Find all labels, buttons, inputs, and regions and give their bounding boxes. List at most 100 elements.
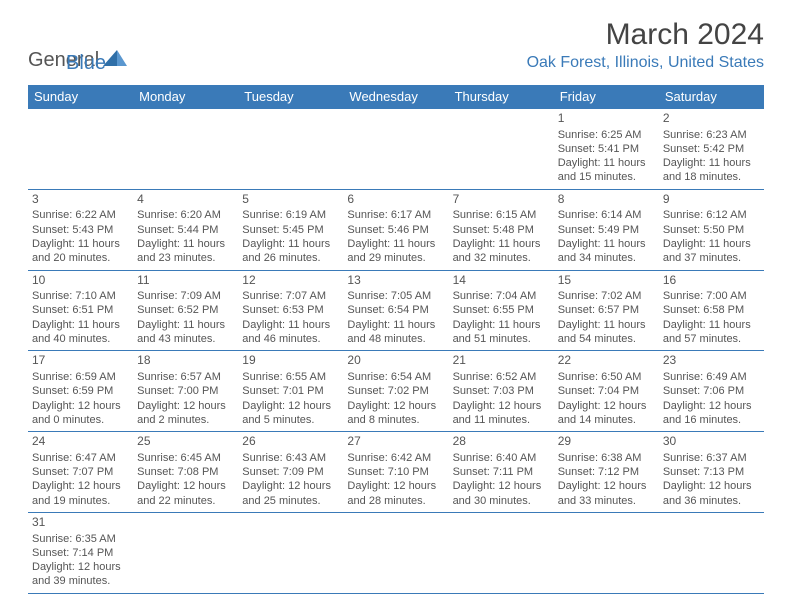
sunset-line: Sunset: 6:58 PM <box>663 303 760 317</box>
sunset-line: Sunset: 7:07 PM <box>32 465 129 479</box>
day-number: 22 <box>558 353 655 369</box>
calendar-table: SundayMondayTuesdayWednesdayThursdayFrid… <box>28 85 764 594</box>
daylight-line: Daylight: 11 hours <box>663 318 760 332</box>
weekday-header: Sunday <box>28 85 133 109</box>
daylight-line: Daylight: 11 hours <box>137 318 234 332</box>
sunset-line: Sunset: 5:50 PM <box>663 223 760 237</box>
sunset-line: Sunset: 6:57 PM <box>558 303 655 317</box>
day-number: 8 <box>558 192 655 208</box>
day-number: 11 <box>137 273 234 289</box>
sunset-line: Sunset: 6:59 PM <box>32 384 129 398</box>
sunset-line: Sunset: 7:12 PM <box>558 465 655 479</box>
day-number: 23 <box>663 353 760 369</box>
daylight-line: Daylight: 11 hours <box>347 318 444 332</box>
calendar-row: 1Sunrise: 6:25 AMSunset: 5:41 PMDaylight… <box>28 109 764 190</box>
day-number: 19 <box>242 353 339 369</box>
calendar-cell: 18Sunrise: 6:57 AMSunset: 7:00 PMDayligh… <box>133 351 238 432</box>
daylight-line: Daylight: 11 hours <box>558 318 655 332</box>
daylight-line: and 0 minutes. <box>32 413 129 427</box>
daylight-line: and 43 minutes. <box>137 332 234 346</box>
day-number: 5 <box>242 192 339 208</box>
daylight-line: Daylight: 11 hours <box>663 237 760 251</box>
sunrise-line: Sunrise: 6:17 AM <box>347 208 444 222</box>
calendar-row: 10Sunrise: 7:10 AMSunset: 6:51 PMDayligh… <box>28 270 764 351</box>
day-number: 14 <box>453 273 550 289</box>
daylight-line: Daylight: 12 hours <box>32 479 129 493</box>
calendar-cell <box>28 109 133 190</box>
sunset-line: Sunset: 7:03 PM <box>453 384 550 398</box>
day-number: 25 <box>137 434 234 450</box>
daylight-line: and 19 minutes. <box>32 494 129 508</box>
sunset-line: Sunset: 7:10 PM <box>347 465 444 479</box>
sunrise-line: Sunrise: 7:09 AM <box>137 289 234 303</box>
day-number: 13 <box>347 273 444 289</box>
calendar-cell: 29Sunrise: 6:38 AMSunset: 7:12 PMDayligh… <box>554 432 659 513</box>
sunrise-line: Sunrise: 6:20 AM <box>137 208 234 222</box>
calendar-row: 24Sunrise: 6:47 AMSunset: 7:07 PMDayligh… <box>28 432 764 513</box>
sunset-line: Sunset: 6:52 PM <box>137 303 234 317</box>
day-number: 24 <box>32 434 129 450</box>
weekday-header-row: SundayMondayTuesdayWednesdayThursdayFrid… <box>28 85 764 109</box>
daylight-line: Daylight: 11 hours <box>558 156 655 170</box>
day-number: 9 <box>663 192 760 208</box>
sunset-line: Sunset: 6:55 PM <box>453 303 550 317</box>
daylight-line: and 54 minutes. <box>558 332 655 346</box>
sunset-line: Sunset: 5:42 PM <box>663 142 760 156</box>
calendar-cell: 19Sunrise: 6:55 AMSunset: 7:01 PMDayligh… <box>238 351 343 432</box>
daylight-line: and 34 minutes. <box>558 251 655 265</box>
daylight-line: and 2 minutes. <box>137 413 234 427</box>
weekday-header: Thursday <box>449 85 554 109</box>
calendar-cell: 10Sunrise: 7:10 AMSunset: 6:51 PMDayligh… <box>28 270 133 351</box>
day-number: 10 <box>32 273 129 289</box>
daylight-line: Daylight: 12 hours <box>347 479 444 493</box>
calendar-cell <box>343 512 448 593</box>
daylight-line: and 14 minutes. <box>558 413 655 427</box>
day-number: 30 <box>663 434 760 450</box>
sunrise-line: Sunrise: 6:37 AM <box>663 451 760 465</box>
daylight-line: and 46 minutes. <box>242 332 339 346</box>
sunrise-line: Sunrise: 6:49 AM <box>663 370 760 384</box>
calendar-cell: 23Sunrise: 6:49 AMSunset: 7:06 PMDayligh… <box>659 351 764 432</box>
day-number: 6 <box>347 192 444 208</box>
calendar-cell: 3Sunrise: 6:22 AMSunset: 5:43 PMDaylight… <box>28 189 133 270</box>
daylight-line: Daylight: 12 hours <box>558 479 655 493</box>
day-number: 7 <box>453 192 550 208</box>
sunset-line: Sunset: 5:48 PM <box>453 223 550 237</box>
sunset-line: Sunset: 5:41 PM <box>558 142 655 156</box>
daylight-line: and 57 minutes. <box>663 332 760 346</box>
day-number: 20 <box>347 353 444 369</box>
calendar-cell: 5Sunrise: 6:19 AMSunset: 5:45 PMDaylight… <box>238 189 343 270</box>
sunset-line: Sunset: 5:45 PM <box>242 223 339 237</box>
daylight-line: Daylight: 12 hours <box>242 479 339 493</box>
daylight-line: Daylight: 11 hours <box>558 237 655 251</box>
sunset-line: Sunset: 6:51 PM <box>32 303 129 317</box>
calendar-cell: 27Sunrise: 6:42 AMSunset: 7:10 PMDayligh… <box>343 432 448 513</box>
daylight-line: and 29 minutes. <box>347 251 444 265</box>
daylight-line: Daylight: 12 hours <box>137 399 234 413</box>
calendar-cell: 26Sunrise: 6:43 AMSunset: 7:09 PMDayligh… <box>238 432 343 513</box>
sunrise-line: Sunrise: 7:05 AM <box>347 289 444 303</box>
day-number: 16 <box>663 273 760 289</box>
sunset-line: Sunset: 7:13 PM <box>663 465 760 479</box>
calendar-cell: 31Sunrise: 6:35 AMSunset: 7:14 PMDayligh… <box>28 512 133 593</box>
calendar-cell: 1Sunrise: 6:25 AMSunset: 5:41 PMDaylight… <box>554 109 659 190</box>
daylight-line: and 37 minutes. <box>663 251 760 265</box>
daylight-line: Daylight: 12 hours <box>347 399 444 413</box>
day-number: 26 <box>242 434 339 450</box>
calendar-cell: 14Sunrise: 7:04 AMSunset: 6:55 PMDayligh… <box>449 270 554 351</box>
daylight-line: and 32 minutes. <box>453 251 550 265</box>
daylight-line: and 33 minutes. <box>558 494 655 508</box>
weekday-header: Saturday <box>659 85 764 109</box>
calendar-cell <box>238 512 343 593</box>
sunrise-line: Sunrise: 7:02 AM <box>558 289 655 303</box>
calendar-cell <box>554 512 659 593</box>
calendar-cell: 30Sunrise: 6:37 AMSunset: 7:13 PMDayligh… <box>659 432 764 513</box>
daylight-line: Daylight: 12 hours <box>663 399 760 413</box>
sunset-line: Sunset: 7:11 PM <box>453 465 550 479</box>
calendar-body: 1Sunrise: 6:25 AMSunset: 5:41 PMDaylight… <box>28 109 764 594</box>
sunset-line: Sunset: 5:44 PM <box>137 223 234 237</box>
sunset-line: Sunset: 7:06 PM <box>663 384 760 398</box>
daylight-line: and 15 minutes. <box>558 170 655 184</box>
daylight-line: Daylight: 11 hours <box>453 237 550 251</box>
calendar-cell: 25Sunrise: 6:45 AMSunset: 7:08 PMDayligh… <box>133 432 238 513</box>
